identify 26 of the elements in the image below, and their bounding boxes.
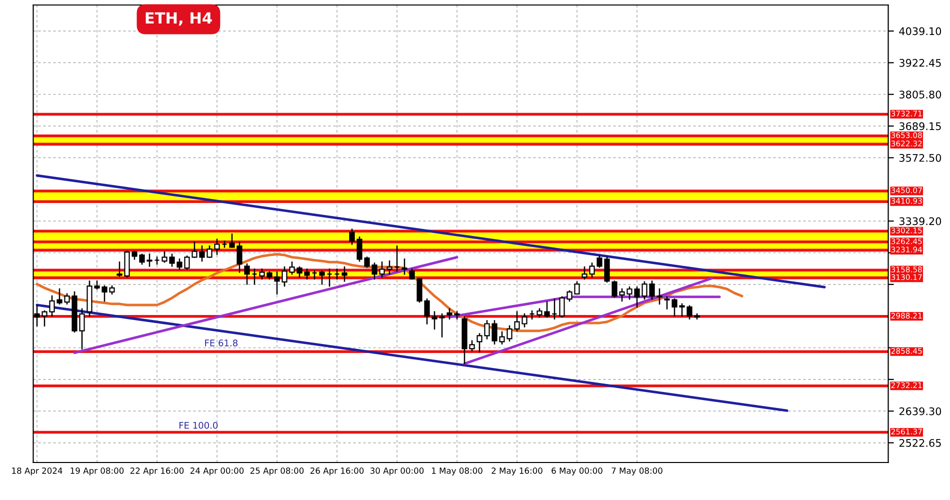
- y-tick-label: 2639.30: [899, 407, 942, 416]
- x-tick-label: 18 Apr 2024: [12, 468, 62, 476]
- candlestick: [319, 270, 325, 285]
- x-tick-label: 24 Apr 00:00: [190, 468, 244, 476]
- y-tick-label: 3339.20: [899, 217, 942, 226]
- y-tick-label: 2522.65: [899, 439, 941, 447]
- x-tick-label: 22 Apr 16:00: [130, 468, 184, 476]
- x-tick-label: 26 Apr 16:00: [310, 468, 364, 476]
- x-tick-label: 1 May 08:00: [432, 468, 482, 476]
- x-tick-label: 6 May 00:00: [552, 468, 602, 476]
- y-tick-label: 4039.10: [899, 27, 942, 36]
- x-tick-label: 30 Apr 00:00: [370, 468, 424, 476]
- candlestick: [342, 266, 348, 282]
- y-tick-label: 3805.80: [899, 90, 942, 98]
- y-tick-label: 3572.50: [899, 154, 942, 162]
- x-tick-label: 7 May 08:00: [612, 468, 662, 476]
- annotation: FE 100.0: [179, 422, 218, 429]
- x-tick-label: 25 Apr 08:00: [250, 468, 304, 476]
- candlestick: [244, 263, 250, 285]
- y-tick-label: 3689.15: [899, 122, 941, 130]
- annotation: FE 61.8: [205, 340, 238, 346]
- chart-title: ETH, H4: [146, 12, 212, 26]
- candlestick: [402, 258, 408, 275]
- x-tick-label: 2 May 16:00: [492, 468, 542, 476]
- x-tick-label: 19 Apr 08:00: [70, 468, 124, 476]
- y-tick-label: 3922.45: [899, 58, 941, 67]
